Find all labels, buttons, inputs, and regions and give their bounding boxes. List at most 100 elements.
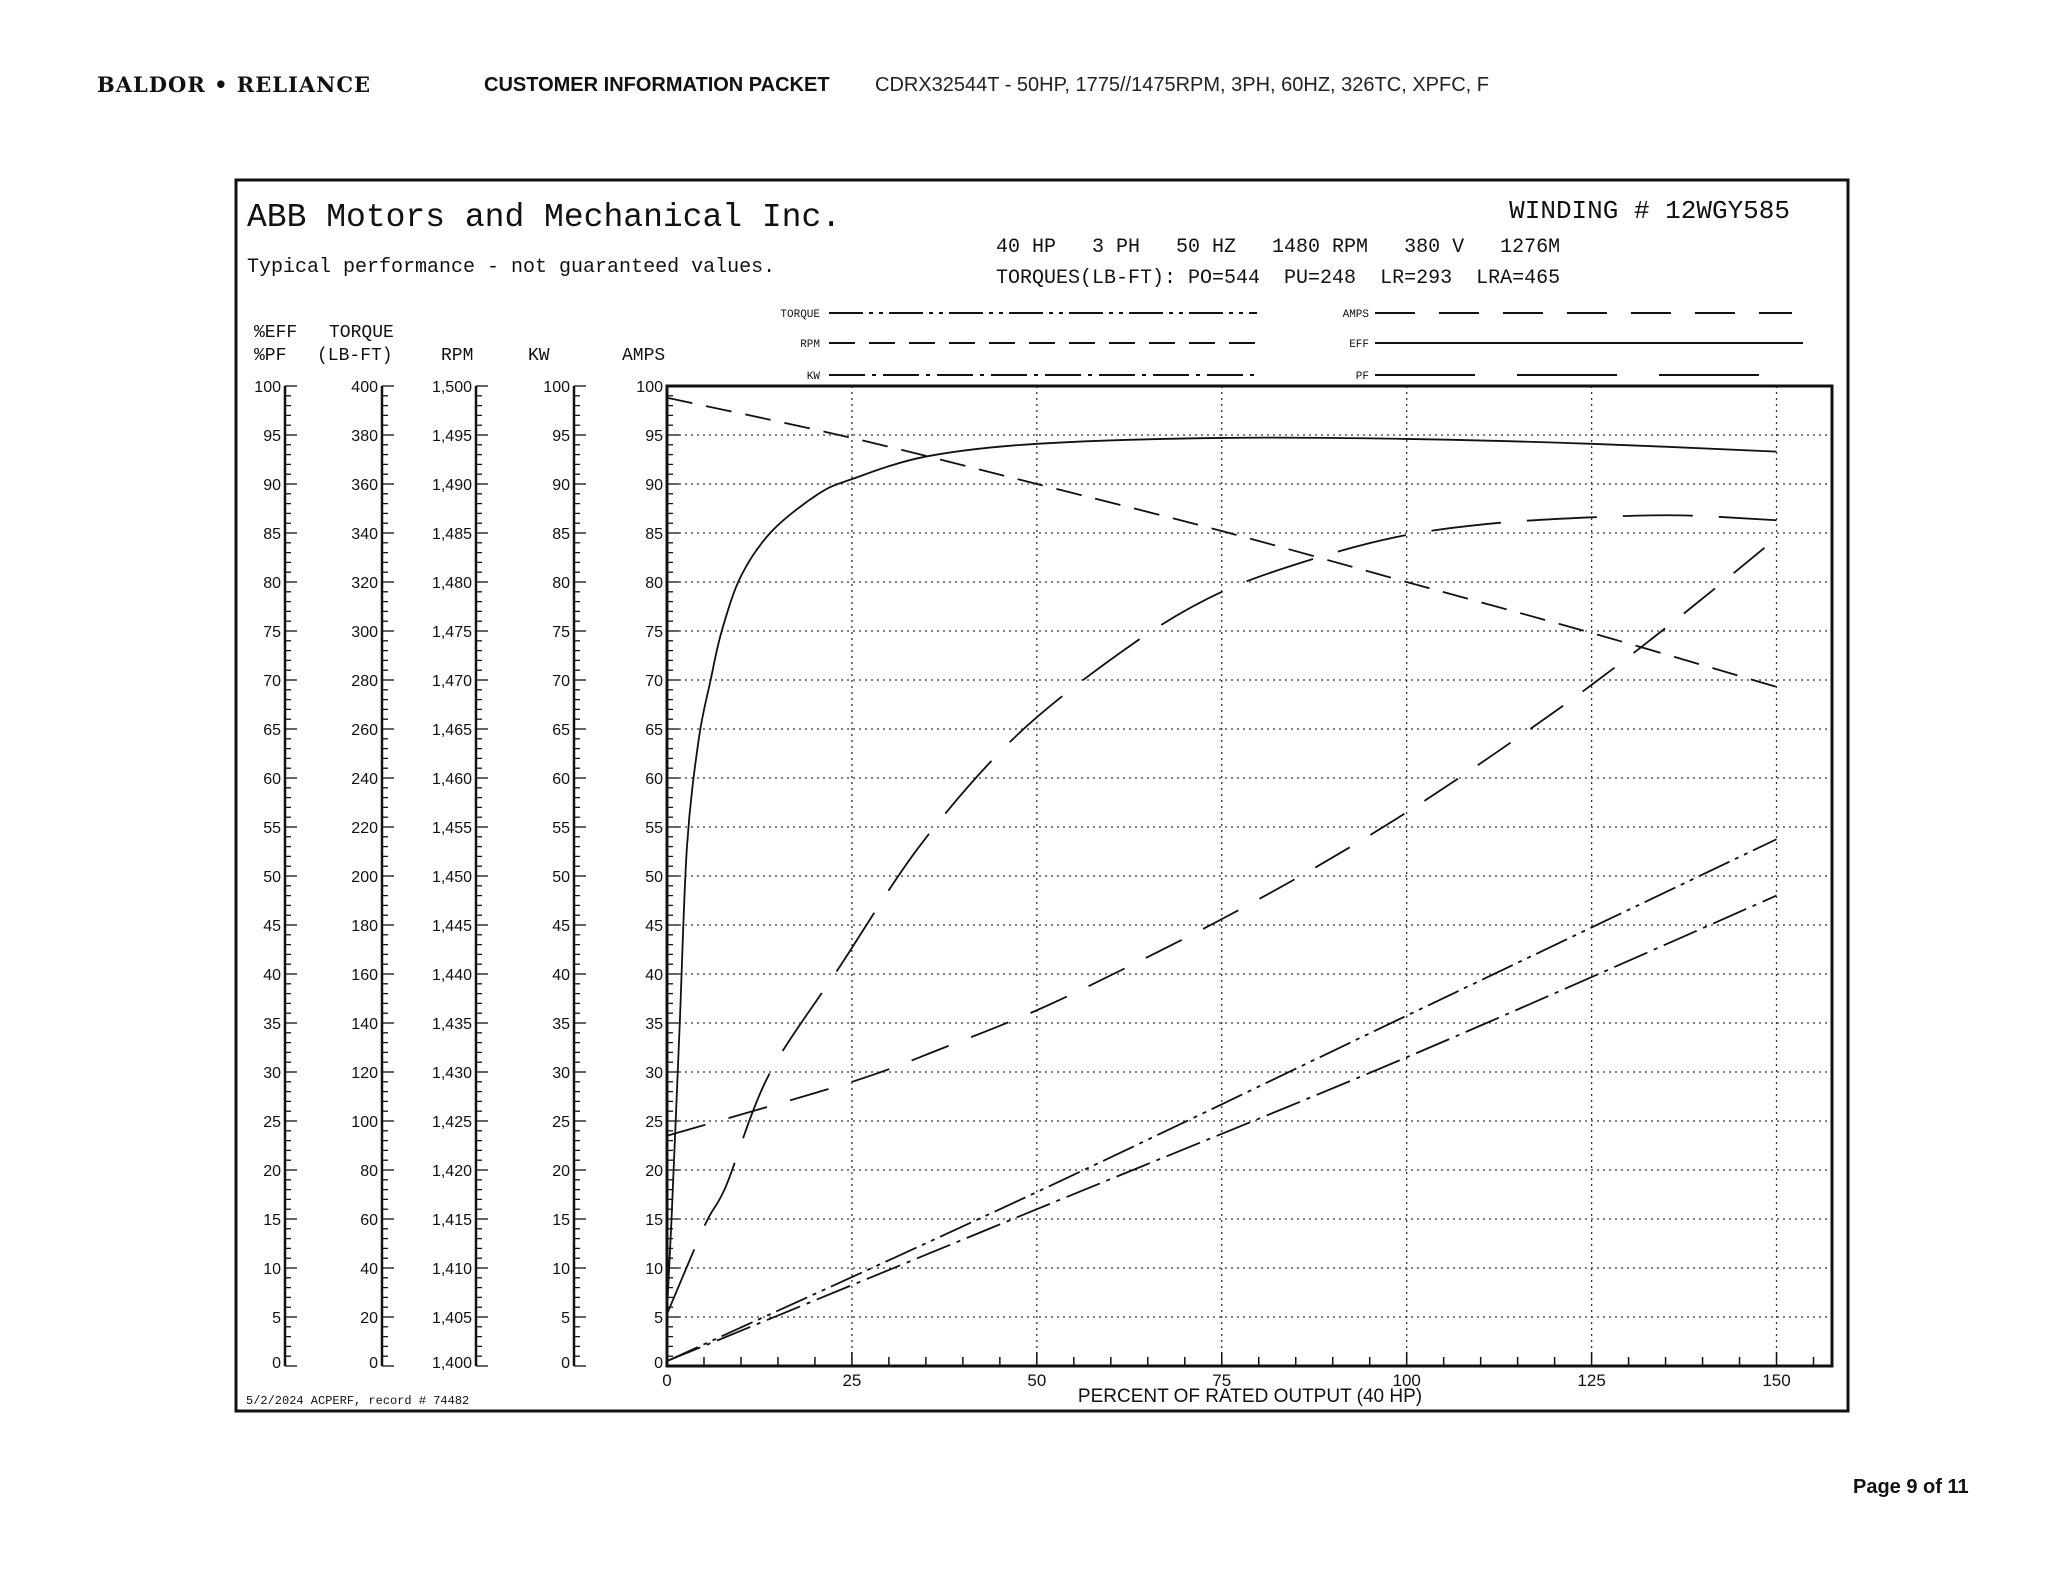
- y-tick-label-eff_pf: 95: [263, 428, 281, 445]
- y-tick-label-rpm: 1,400: [432, 1355, 472, 1372]
- y-tick-label-rpm: 1,425: [432, 1114, 472, 1131]
- logo-text: BALDOR • RELIANCE: [97, 72, 372, 97]
- x-tick-label: 100: [1392, 1371, 1420, 1390]
- y-tick-label-torque: 120: [351, 1065, 378, 1082]
- y-tick-label-amps: 0: [654, 1355, 663, 1372]
- y-tick-label-torque: 320: [351, 575, 378, 592]
- y-tick-label-amps: 60: [645, 771, 663, 788]
- y-tick-label-kw: 10: [552, 1261, 570, 1278]
- y-tick-label-eff_pf: 35: [263, 1016, 281, 1033]
- y-tick-label-kw: 95: [552, 428, 570, 445]
- y-tick-label-torque: 180: [351, 918, 378, 935]
- y-tick-label-kw: 35: [552, 1016, 570, 1033]
- x-axis: 0 25 50 75 100 125 150: [662, 1352, 1815, 1390]
- torque-specs: TORQUES(LB-FT): PO=544 PU=248 LR=293 LRA…: [996, 267, 1560, 290]
- y-tick-label-rpm: 1,470: [432, 673, 472, 690]
- y-tick-label-rpm: 1,450: [432, 869, 472, 886]
- y-tick-label-eff_pf: 50: [263, 869, 281, 886]
- legend-label-pf: PF: [1356, 371, 1369, 383]
- y-tick-label-torque: 160: [351, 967, 378, 984]
- y-tick-label-eff_pf: 30: [263, 1065, 281, 1082]
- y-tick-label-eff_pf: 75: [263, 624, 281, 641]
- company-name: ABB Motors and Mechanical Inc.: [247, 199, 841, 236]
- y-tick-label-amps: 85: [645, 526, 663, 543]
- y-tick-label-kw: 100: [543, 379, 570, 396]
- y-tick-label-torque: 400: [351, 379, 378, 396]
- y-tick-label-torque: 40: [360, 1261, 378, 1278]
- y-tick-label-rpm: 1,460: [432, 771, 472, 788]
- y-tick-label-torque: 280: [351, 673, 378, 690]
- y-tick-label-kw: 40: [552, 967, 570, 984]
- y-tick-label-kw: 45: [552, 918, 570, 935]
- y-tick-label-amps: 65: [645, 722, 663, 739]
- y-tick-label-amps: 20: [645, 1163, 663, 1180]
- legend-label-eff: EFF: [1349, 339, 1369, 351]
- y-tick-label-rpm: 1,405: [432, 1310, 472, 1327]
- series-lines: [666, 396, 1778, 1362]
- y-tick-label-eff_pf: 80: [263, 575, 281, 592]
- y-tick-label-amps: 50: [645, 869, 663, 886]
- y-tick-label-amps: 90: [645, 477, 663, 494]
- axis-header-amps: AMPS: [622, 346, 665, 366]
- y-tick-label-rpm: 1,495: [432, 428, 472, 445]
- y-tick-label-torque: 380: [351, 428, 378, 445]
- y-tick-label-eff_pf: 5: [272, 1310, 281, 1327]
- y-tick-label-kw: 80: [552, 575, 570, 592]
- x-tick-label: 75: [1212, 1371, 1231, 1390]
- y-tick-label-eff_pf: 85: [263, 526, 281, 543]
- y-tick-label-torque: 60: [360, 1212, 378, 1229]
- y-tick-label-torque: 200: [351, 869, 378, 886]
- y-tick-label-kw: 5: [561, 1310, 570, 1327]
- y-tick-label-eff_pf: 0: [272, 1355, 281, 1372]
- y-tick-label-eff_pf: 20: [263, 1163, 281, 1180]
- y-tick-label-torque: 220: [351, 820, 378, 837]
- y-tick-label-eff_pf: 100: [254, 379, 281, 396]
- y-tick-label-kw: 70: [552, 673, 570, 690]
- disclaimer: Typical performance - not guaranteed val…: [247, 256, 775, 279]
- axis-header-pf: %PF: [254, 346, 286, 366]
- y-tick-label-rpm: 1,485: [432, 526, 472, 543]
- axis-header-kw: KW: [528, 346, 550, 366]
- record-footer: 5/2/2024 ACPERF, record # 74482: [246, 1394, 469, 1408]
- y-tick-label-torque: 240: [351, 771, 378, 788]
- y-tick-label-kw: 15: [552, 1212, 570, 1229]
- packet-title: CUSTOMER INFORMATION PACKET: [484, 74, 830, 96]
- y-tick-label-torque: 0: [369, 1355, 378, 1372]
- y-tick-label-rpm: 1,440: [432, 967, 472, 984]
- legend-label-rpm: RPM: [800, 339, 820, 351]
- motor-specs: 40 HP 3 PH 50 HZ 1480 RPM 380 V 1276M: [996, 236, 1560, 259]
- y-tick-label-amps: 45: [645, 918, 663, 935]
- y-tick-label-kw: 60: [552, 771, 570, 788]
- y-tick-label-rpm: 1,435: [432, 1016, 472, 1033]
- winding-number: WINDING # 12WGY585: [1509, 196, 1790, 226]
- legend-label-torque: TORQUE: [780, 309, 820, 321]
- y-tick-label-rpm: 1,415: [432, 1212, 472, 1229]
- x-tick-label: 25: [842, 1371, 861, 1390]
- x-tick-label: 125: [1577, 1371, 1605, 1390]
- y-tick-label-amps: 40: [645, 967, 663, 984]
- y-tick-label-kw: 25: [552, 1114, 570, 1131]
- y-tick-label-amps: 35: [645, 1016, 663, 1033]
- y-tick-label-kw: 20: [552, 1163, 570, 1180]
- y-tick-label-torque: 140: [351, 1016, 378, 1033]
- y-tick-label-torque: 300: [351, 624, 378, 641]
- x-tick-label: 150: [1762, 1371, 1790, 1390]
- y-tick-label-amps: 95: [645, 428, 663, 445]
- axis-header-rpm: RPM: [441, 346, 473, 366]
- legend: TORQUE RPM KW AMPS EFF PF: [780, 309, 1803, 383]
- series-line-pf: [666, 514, 1777, 1315]
- x-tick-label: 50: [1027, 1371, 1046, 1390]
- y-tick-label-amps: 30: [645, 1065, 663, 1082]
- y-tick-label-torque: 80: [360, 1163, 378, 1180]
- y-tick-label-rpm: 1,475: [432, 624, 472, 641]
- y-tick-label-rpm: 1,490: [432, 477, 472, 494]
- y-tick-label-torque: 100: [351, 1114, 378, 1131]
- axis-header-eff: %EFF: [254, 323, 297, 343]
- y-tick-label-rpm: 1,465: [432, 722, 472, 739]
- grid: [667, 386, 1832, 1366]
- series-line-amps: [666, 537, 1778, 1137]
- y-tick-label-torque: 360: [351, 477, 378, 494]
- y-tick-label-kw: 55: [552, 820, 570, 837]
- axis-header-torque-unit: (LB-FT): [317, 346, 393, 366]
